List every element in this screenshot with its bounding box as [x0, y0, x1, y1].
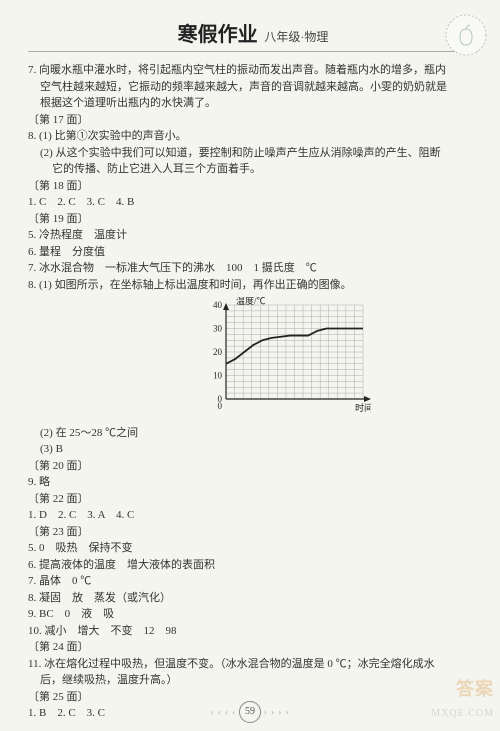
text-line: 9. 略 — [28, 474, 478, 491]
section-label: 〔第 22 面〕 — [28, 491, 478, 508]
section-label: 〔第 17 面〕 — [28, 112, 478, 129]
text-line: 7. 向暖水瓶中灌水时，将引起瓶内空气柱的振动而发出声音。随着瓶内水的增多，瓶内 — [28, 62, 478, 79]
text-line: 5. 0 吸热 保持不变 — [28, 540, 478, 557]
apple-logo-icon — [444, 13, 488, 57]
section-label: 〔第 20 面〕 — [28, 458, 478, 475]
watermark-icon: 答案 — [456, 675, 494, 701]
text-line: 10. 减小 增大 不变 12 98 — [28, 623, 478, 640]
page-subtitle: 八年级·物理 — [264, 30, 328, 44]
section-label: 〔第 23 面〕 — [28, 524, 478, 541]
watermark-url: MXQE.COM — [431, 708, 494, 719]
text-line: 9. BC 0 液 吸 — [28, 606, 478, 623]
section-label: 〔第 19 面〕 — [28, 211, 478, 228]
text-line: 1. D 2. C 3. A 4. C — [28, 507, 478, 524]
text-line: 7. 晶体 0 ℃ — [28, 573, 478, 590]
text-line: 6. 提高液体的温度 增大液体的表面积 — [28, 557, 478, 574]
text-line: 8. (1) 比第①次实验中的声音小。 — [28, 128, 478, 145]
svg-text:40: 40 — [213, 300, 223, 310]
svg-text:10: 10 — [213, 371, 223, 381]
text-line: (2) 从这个实验中我们可以知道，要控制和防止噪声产生应从消除噪声的产生、阻断 — [28, 145, 478, 162]
svg-text:温度/℃: 温度/℃ — [236, 297, 266, 306]
text-line: 空气柱越来越短，它振动的频率越来越大，声音的音调就越来越高。小雯的奶奶就是 — [28, 79, 478, 96]
text-line: (2) 在 25～28 ℃之间 — [28, 425, 478, 442]
header-divider — [28, 51, 478, 52]
svg-text:20: 20 — [213, 347, 223, 357]
svg-text:0: 0 — [217, 401, 222, 411]
answer-content: 7. 向暖水瓶中灌水时，将引起瓶内空气柱的振动而发出声音。随着瓶内水的增多，瓶内… — [28, 62, 478, 722]
footer-deco-right: › › › › — [264, 707, 290, 717]
text-line: 根据这个道理听出瓶内的水快满了。 — [28, 95, 478, 112]
page-title: 寒假作业 — [178, 24, 258, 46]
text-line: 它的传播、防止它进入人耳三个方面着手。 — [28, 161, 478, 178]
footer-deco-left: ‹ ‹ ‹ ‹ — [211, 707, 237, 717]
section-label: 〔第 24 面〕 — [28, 639, 478, 656]
section-label: 〔第 18 面〕 — [28, 178, 478, 195]
svg-text:30: 30 — [213, 324, 223, 334]
text-line: 6. 量程 分度值 — [28, 244, 478, 261]
page-number: 59 — [239, 701, 261, 723]
temperature-time-chart: 0102030400温度/℃时间 — [196, 297, 371, 417]
text-line: 1. C 2. C 3. C 4. B — [28, 194, 478, 211]
text-line: 8. (1) 如图所示，在坐标轴上标出温度和时间，再作出正确的图像。 — [28, 277, 478, 294]
text-line: 11. 冰在熔化过程中吸热，但温度不变。（冰水混合物的温度是 0 ℃；冰完全熔化… — [28, 656, 478, 673]
text-line: (3) B — [28, 441, 478, 458]
text-line: 7. 冰水混合物 一标准大气压下的沸水 100 1 摄氏度 ℃ — [28, 260, 478, 277]
svg-text:时间: 时间 — [355, 402, 371, 413]
text-line: 后，继续吸热，温度升高。） — [28, 672, 478, 689]
text-line: 8. 凝固 放 蒸发（或汽化） — [28, 590, 478, 607]
page-footer: ‹ ‹ ‹ ‹ 59 › › › › — [0, 701, 500, 723]
text-line: 5. 冷热程度 温度计 — [28, 227, 478, 244]
